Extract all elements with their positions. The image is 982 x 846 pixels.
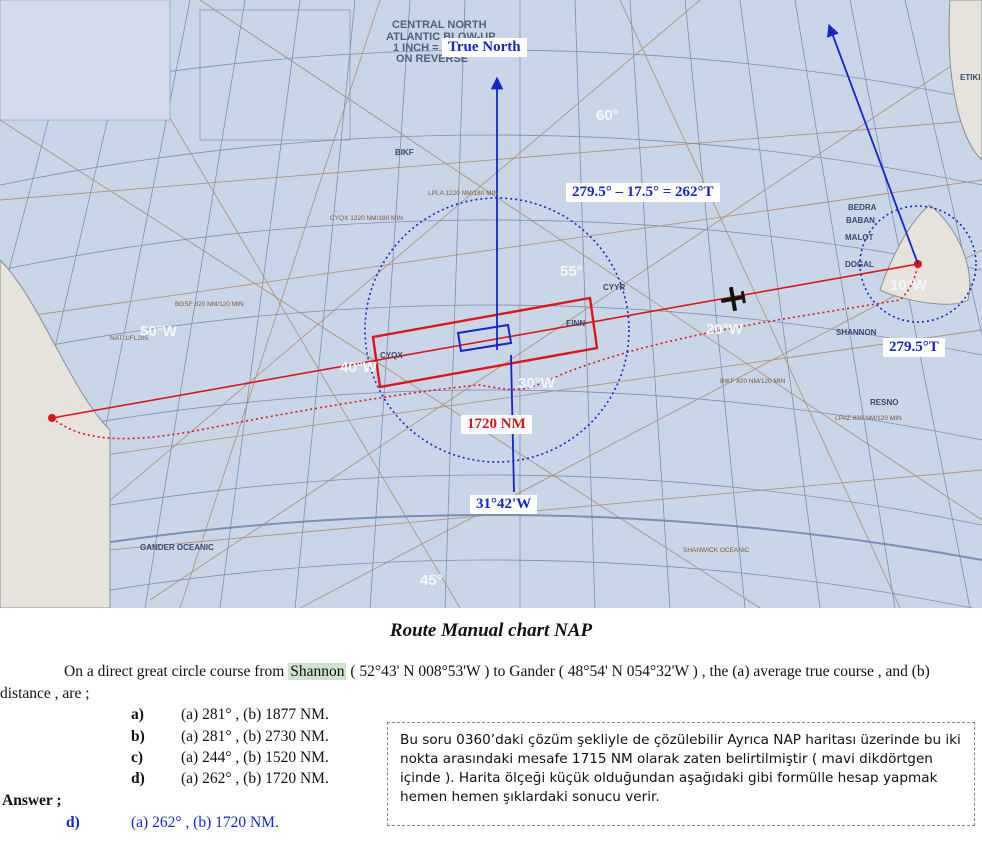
greenland-inset — [0, 0, 171, 121]
waypoint-label: MALOT — [845, 233, 874, 242]
waypoint-label: BEDRA — [848, 203, 877, 212]
waypoint-label: RESNO — [870, 398, 898, 407]
latitude-line — [0, 559, 982, 611]
distance-box — [456, 323, 513, 353]
option-key: c) — [131, 749, 144, 766]
meridian-line — [574, 0, 596, 609]
shannon-course-label: 279.5°T — [883, 338, 945, 357]
latitude-line — [0, 134, 982, 186]
grid-label: 45° — [420, 572, 443, 589]
route-label: NAT-1/FL285 — [110, 335, 149, 342]
note-box: Bu soru 0360’daki çözüm şekliyle de çözü… — [387, 722, 975, 826]
aircraft-icon — [720, 286, 746, 312]
shannon-highlight: Shannon — [288, 663, 347, 680]
waypoint-label: SHANNON — [836, 328, 877, 337]
grid-label: 30°W — [518, 375, 556, 392]
answer-text: (a) 262° , (b) 1720 NM. — [131, 814, 279, 831]
meridian-line — [144, 0, 246, 609]
gander-point — [48, 414, 56, 422]
chart-caption: Route Manual chart NAP — [389, 620, 593, 641]
meridian-line — [219, 0, 301, 609]
option-text: (a) 262° , (b) 1720 NM. — [181, 770, 329, 787]
true-north-label: True North — [442, 38, 527, 57]
grid-label: 20°W — [706, 321, 744, 338]
meridian-line — [629, 0, 671, 609]
option-text: (a) 281° , (b) 1877 NM. — [181, 706, 329, 723]
nap-chart: CENTRAL NORTH ATLANTIC BLOW-UP 1 INCH = 20… — [0, 0, 982, 611]
grid-label: 60° — [596, 107, 619, 124]
newfoundland-land — [0, 259, 111, 609]
question-prefix: On a direct great circle course from — [64, 663, 289, 680]
shannon-circle — [859, 205, 977, 323]
route-label: CYQX 1220 NM/180 MIN — [330, 215, 403, 222]
answer-label: Answer ; — [2, 792, 62, 809]
option-text: (a) 281° , (b) 2730 NM. — [181, 728, 329, 745]
shannon-north-arrow — [827, 23, 919, 265]
airway-line — [619, 0, 901, 609]
airway-line — [0, 329, 982, 471]
meridian-line — [444, 0, 466, 609]
airway-line — [199, 0, 982, 521]
airway-line — [179, 0, 381, 609]
longitude-label: 31°42'W — [470, 495, 538, 514]
meridian-line — [294, 0, 356, 609]
fir-boundary — [0, 514, 982, 561]
grid-label: 10°W — [890, 277, 928, 294]
red-rectangle — [371, 296, 599, 389]
ireland-land — [879, 204, 971, 305]
route-label: BGSF 820 NM/120 MIN — [175, 301, 244, 308]
grid-label: 40°W — [340, 359, 378, 376]
meridian-line — [369, 0, 411, 609]
waypoint-label: CYYR — [603, 283, 625, 292]
distance-label: 1720 NM — [461, 415, 532, 434]
answer-key: d) — [66, 814, 80, 831]
airway-line — [0, 179, 982, 321]
waypoint-label: BABAN — [846, 216, 875, 225]
course-calculation-label: 279.5° – 17.5° = 262°T — [566, 183, 720, 202]
airway-line — [299, 249, 982, 609]
meridian-line — [739, 0, 821, 609]
waypoint-label: ETIKI — [960, 73, 980, 82]
waypoint-label: DOGAL — [845, 260, 874, 269]
option-key: b) — [131, 728, 145, 745]
latitude-line — [0, 389, 982, 441]
airway-line — [0, 119, 761, 609]
route-label: LPAZ 820 NM/120 MIN — [835, 415, 902, 422]
route-label: BIKF 820 NM/120 MIN — [720, 378, 786, 385]
latitude-line — [0, 474, 982, 526]
airway-line — [149, 59, 961, 601]
option-key: d) — [131, 770, 145, 787]
airway-line — [39, 0, 701, 561]
meridian-line — [904, 0, 982, 337]
blowup-label: CENTRAL NORTH — [392, 19, 487, 31]
option-c: c) (a) 244° , (b) 1520 NM. — [131, 749, 391, 771]
latitude-line — [0, 304, 982, 356]
waypoint-label: GANDER OCEANIC — [140, 543, 214, 552]
blowup-box — [199, 9, 351, 141]
question-text: On a direct great circle course from Sha… — [0, 661, 980, 705]
great-circle-route — [51, 263, 919, 419]
airway-line — [0, 119, 982, 201]
option-key: a) — [131, 706, 144, 723]
route-label: LPLA 1220 NM/180 MIN — [428, 190, 498, 197]
waypoint-label: BIKF — [395, 148, 414, 157]
waypoint-label: CYQX — [380, 351, 403, 360]
question-rest: ( 52°43' N 008°53'W ) to Gander ( 48°54'… — [0, 663, 930, 702]
grid-label: 55° — [560, 263, 583, 280]
route-label: SHANWICK OCEANIC — [683, 547, 750, 554]
waypoint-label: EINN — [566, 319, 585, 328]
option-text: (a) 244° , (b) 1520 NM. — [181, 749, 329, 766]
latitude-line — [0, 219, 982, 271]
option-d: d) (a) 262° , (b) 1720 NM. — [131, 770, 391, 792]
option-b: b) (a) 281° , (b) 2730 NM. — [131, 728, 391, 750]
option-a: a) (a) 281° , (b) 1877 NM. — [131, 706, 391, 728]
meridian-line — [684, 0, 746, 609]
meridian-line — [794, 0, 896, 609]
meridian-line — [849, 0, 971, 609]
grid-label: 50°W — [140, 323, 178, 340]
